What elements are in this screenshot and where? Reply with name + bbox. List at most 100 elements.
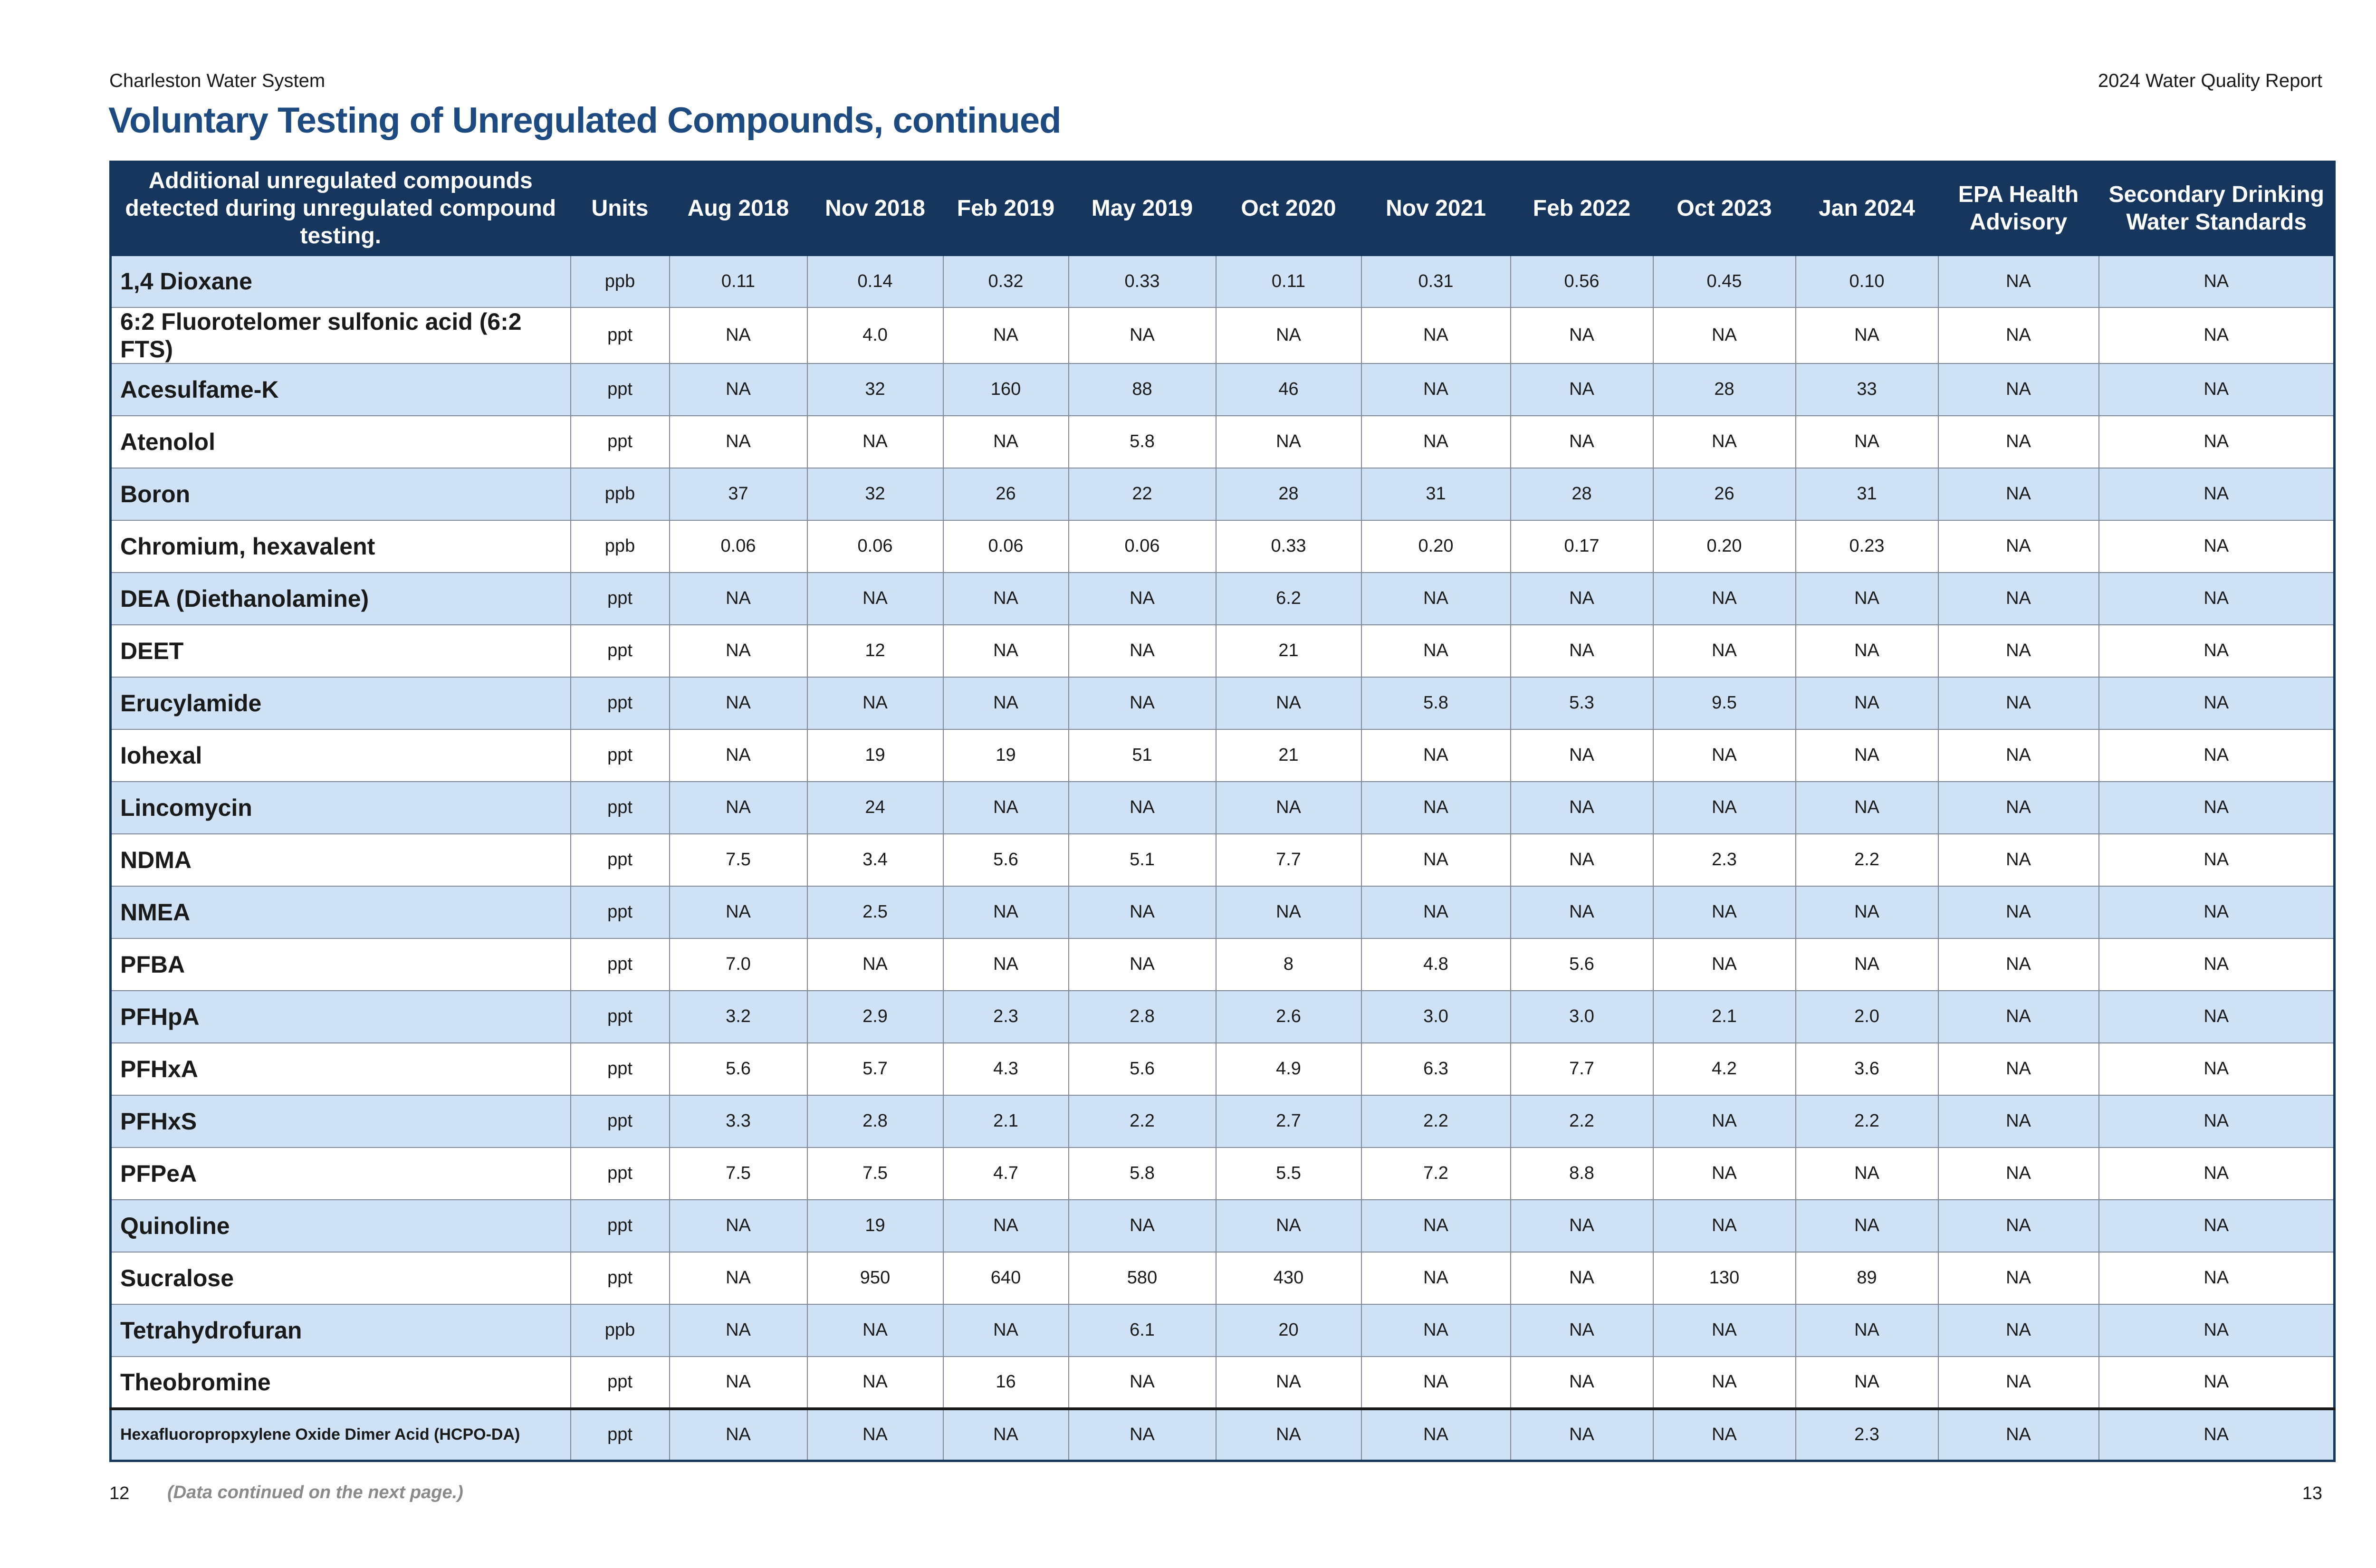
page-title: Voluntary Testing of Unregulated Compoun… (108, 100, 1062, 141)
value-cell: NA (942, 885, 1069, 939)
value-cell: NA (806, 676, 944, 730)
compound-name: 1,4 Dioxane (110, 254, 571, 308)
value-cell: NA (2098, 1042, 2335, 1096)
value-cell: NA (1937, 990, 2099, 1043)
value-cell: 19 (806, 1199, 944, 1252)
value-cell: 3.2 (669, 990, 808, 1043)
value-cell: 4.0 (806, 306, 944, 364)
value-cell: NA (1652, 1303, 1796, 1357)
value-cell: NA (1510, 781, 1654, 834)
column-header: Nov 2021 (1360, 161, 1512, 256)
value-cell: NA (2098, 833, 2335, 887)
value-cell: 2.7 (1215, 1094, 1362, 1148)
value-cell: 21 (1215, 624, 1362, 678)
value-cell: NA (1937, 572, 2099, 625)
compound-name: Acesulfame-K (110, 363, 571, 416)
value-cell: NA (1215, 885, 1362, 939)
value-cell: 950 (806, 1251, 944, 1305)
value-cell: 0.06 (669, 519, 808, 573)
compound-name: Quinoline (110, 1199, 571, 1252)
compound-name: PFPeA (110, 1147, 571, 1200)
value-cell: 22 (1068, 467, 1217, 521)
table-row: 6:2 Fluorotelomer sulfonic acid (6:2 FTS… (110, 306, 2335, 364)
value-cell: 5.6 (669, 1042, 808, 1096)
value-cell: NA (1510, 1407, 1654, 1462)
compound-name: Tetrahydrofuran (110, 1303, 571, 1357)
value-cell: NA (1937, 1303, 2099, 1357)
table-row: Boron ppb 37 32 26 22 28 31 28 26 31 NA NA (110, 467, 2335, 521)
value-cell: NA (669, 1356, 808, 1409)
value-cell: NA (1360, 363, 1511, 416)
value-cell: 2.2 (1510, 1094, 1654, 1148)
value-cell: NA (806, 1356, 944, 1409)
compound-name: PFBA (110, 937, 571, 991)
value-cell: NA (1360, 728, 1511, 782)
value-cell: NA (1360, 1251, 1511, 1305)
value-cell: 26 (1652, 467, 1796, 521)
value-cell: 8.8 (1510, 1147, 1654, 1200)
value-cell: NA (1215, 415, 1362, 468)
value-cell: NA (1795, 1303, 1939, 1357)
value-cell: NA (669, 1303, 808, 1357)
value-cell: 37 (669, 467, 808, 521)
value-cell: NA (1652, 885, 1796, 939)
value-cell: 4.2 (1652, 1042, 1796, 1096)
value-cell: 3.3 (669, 1094, 808, 1148)
value-cell: NA (942, 306, 1069, 364)
compound-name: DEA (Diethanolamine) (110, 572, 571, 625)
compound-name: NMEA (110, 885, 571, 939)
report-org-name: Charleston Water System (109, 70, 326, 91)
value-cell: NA (1652, 415, 1796, 468)
value-cell: NA (669, 885, 808, 939)
value-cell: 8 (1215, 937, 1362, 991)
value-cell: NA (1652, 728, 1796, 782)
value-cell: 2.3 (1795, 1407, 1939, 1462)
table-row: Atenolol ppt NA NA NA 5.8 NA NA NA NA NA NA NA (110, 415, 2335, 468)
value-cell: NA (2098, 885, 2335, 939)
value-cell: NA (669, 728, 808, 782)
value-cell: NA (1652, 781, 1796, 834)
units-cell: ppb (570, 467, 670, 521)
value-cell: 430 (1215, 1251, 1362, 1305)
value-cell: 19 (806, 728, 944, 782)
column-header: Additional unregulated compounds detecte… (109, 161, 572, 256)
value-cell: NA (1652, 1094, 1796, 1148)
value-cell: 3.4 (806, 833, 944, 887)
column-header: EPA Health Advisory (1937, 161, 2100, 256)
value-cell: NA (1068, 1199, 1217, 1252)
value-cell: NA (2098, 624, 2335, 678)
value-cell: 5.1 (1068, 833, 1217, 887)
table-row: Sucralose ppt NA 950 640 580 430 NA NA 130 89 NA NA (110, 1251, 2335, 1305)
value-cell: NA (1795, 306, 1939, 364)
value-cell: 0.33 (1068, 254, 1217, 308)
value-cell: 4.8 (1360, 937, 1511, 991)
value-cell: 5.8 (1360, 676, 1511, 730)
value-cell: NA (1068, 781, 1217, 834)
value-cell: 0.56 (1510, 254, 1654, 308)
value-cell: 0.20 (1652, 519, 1796, 573)
page-number-left: 12 (109, 1483, 130, 1503)
units-cell: ppt (570, 885, 670, 939)
value-cell: NA (669, 363, 808, 416)
value-cell: NA (1795, 1199, 1939, 1252)
value-cell: 88 (1068, 363, 1217, 416)
column-header: Feb 2022 (1509, 161, 1654, 256)
value-cell: 5.6 (1068, 1042, 1217, 1096)
compounds-table-wrapper: Additional unregulated compounds detecte… (109, 161, 2336, 1462)
table-row: PFHxS ppt 3.3 2.8 2.1 2.2 2.7 2.2 2.2 NA 2.2 NA NA (110, 1094, 2335, 1148)
value-cell: NA (1795, 781, 1939, 834)
value-cell: NA (1215, 676, 1362, 730)
value-cell: 28 (1510, 467, 1654, 521)
value-cell: 0.11 (1215, 254, 1362, 308)
value-cell: NA (2098, 781, 2335, 834)
value-cell: NA (942, 676, 1069, 730)
table-row: Acesulfame-K ppt NA 32 160 88 46 NA NA 28 33 NA NA (110, 363, 2335, 416)
compounds-table: Additional unregulated compounds detecte… (109, 161, 2336, 1462)
value-cell: NA (1937, 467, 2099, 521)
value-cell: NA (2098, 1303, 2335, 1357)
compound-name: Sucralose (110, 1251, 571, 1305)
value-cell: 5.7 (806, 1042, 944, 1096)
value-cell: NA (1360, 1356, 1511, 1409)
value-cell: NA (1795, 728, 1939, 782)
value-cell: 28 (1652, 363, 1796, 416)
